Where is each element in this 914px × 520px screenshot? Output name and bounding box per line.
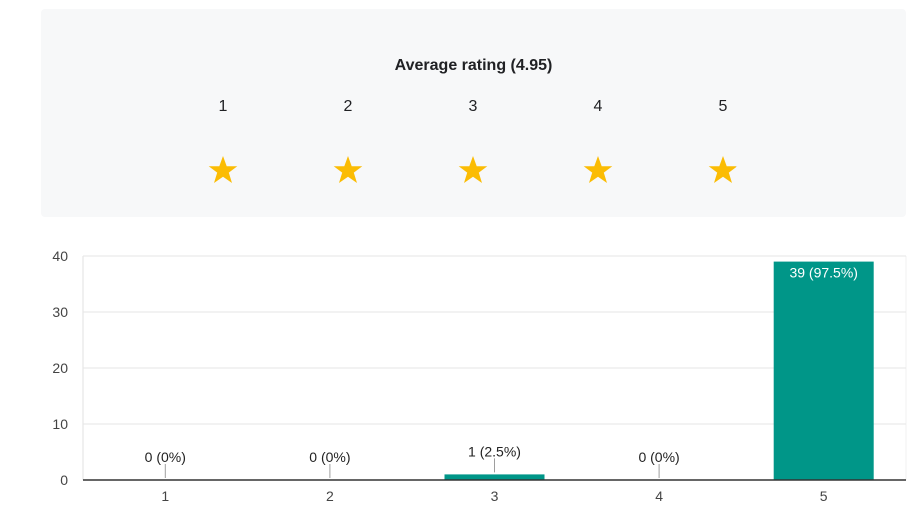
data-label: 0 (0%) — [309, 449, 350, 465]
rating-level-3: 3 — [443, 97, 503, 187]
star-icon — [193, 155, 253, 187]
y-tick-label: 10 — [52, 416, 68, 432]
star-icon — [693, 155, 753, 187]
x-tick-label: 4 — [655, 488, 663, 504]
y-tick-label: 20 — [52, 360, 68, 376]
star-icon — [318, 155, 378, 187]
data-label: 39 (97.5%) — [789, 265, 857, 281]
rating-level-label: 3 — [468, 98, 478, 115]
data-label: 1 (2.5%) — [468, 443, 521, 459]
y-tick-label: 30 — [52, 304, 68, 320]
rating-level-4: 4 — [568, 97, 628, 187]
y-tick-label: 40 — [52, 248, 68, 264]
y-tick-label: 0 — [60, 472, 68, 488]
rating-level-label: 5 — [718, 98, 728, 115]
rating-level-5: 5 — [693, 97, 753, 187]
rating-level-label: 1 — [218, 98, 228, 115]
rating-level-2: 2 — [318, 97, 378, 187]
bar-3 — [444, 474, 545, 480]
average-rating-title: Average rating (4.95) — [394, 57, 553, 74]
x-tick-label: 3 — [491, 488, 499, 504]
star-icon — [568, 155, 628, 187]
rating-level-label: 4 — [593, 98, 603, 115]
x-tick-label: 1 — [161, 488, 169, 504]
x-tick-label: 5 — [820, 488, 828, 504]
bar-5 — [773, 261, 874, 480]
data-label: 0 (0%) — [638, 449, 679, 465]
rating-level-1: 1 — [193, 97, 253, 187]
x-tick-label: 2 — [326, 488, 334, 504]
star-icon — [443, 155, 503, 187]
data-label: 0 (0%) — [145, 449, 186, 465]
rating-summary-panel: Average rating (4.95) 1 2 3 4 5 — [41, 9, 906, 217]
rating-level-label: 2 — [343, 98, 353, 115]
